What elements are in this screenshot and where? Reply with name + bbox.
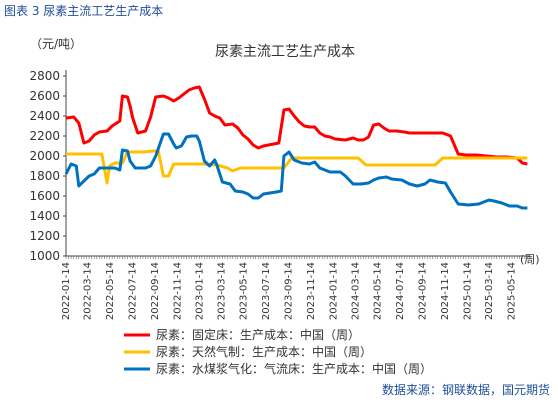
y-tick-label: 2000 (29, 149, 60, 163)
x-tick-label: 2024-01-14 (328, 262, 339, 320)
y-axis-label: （元/吨） (30, 37, 82, 51)
legend-label-3: 尿素：水煤浆气化：气流床：生产成本：中国（周） (156, 361, 432, 376)
series-line-3 (64, 132, 528, 210)
figure-caption: 图表 3 尿素主流工艺生产成本 (4, 4, 164, 18)
x-tick-label: 2022-07-14 (127, 262, 138, 320)
x-axis-unit-label: (周) (520, 253, 540, 266)
x-tick-label: 2024-03-14 (350, 262, 361, 320)
x-tick-label: 2022-05-14 (105, 262, 116, 320)
x-tick-label: 2025-03-14 (484, 262, 495, 320)
series-line-1 (65, 85, 528, 166)
x-tick-label: 2023-05-14 (239, 262, 250, 320)
x-tick-label: 2022-09-14 (150, 262, 161, 320)
y-tick-label: 2400 (29, 109, 60, 123)
x-tick-label: 2023-01-14 (195, 262, 206, 320)
x-tick-label: 2025-01-14 (462, 262, 473, 320)
x-tick-label: 2024-07-14 (395, 262, 406, 320)
x-tick-label: 2024-11-14 (440, 262, 451, 320)
x-tick-label: 2022-01-14 (61, 262, 72, 320)
source-note: 数据来源：钢联数据，国元期货 (381, 383, 550, 397)
x-tick-label: 2023-03-14 (216, 262, 227, 320)
legend-label-1: 尿素：固定床：生产成本：中国（周） (156, 327, 360, 342)
series-line-2 (66, 149, 528, 185)
x-tick-label: 2023-09-14 (284, 262, 295, 320)
y-tick-label: 1200 (29, 229, 60, 243)
x-tick-label: 2023-07-14 (261, 262, 272, 320)
x-tick-label: 2024-05-14 (373, 262, 384, 320)
y-tick-label: 1400 (29, 209, 60, 223)
x-tick-label: 2022-11-14 (172, 262, 183, 320)
chart-title: 尿素主流工艺生产成本 (215, 44, 355, 60)
legend-label-2: 尿素：天然气制：生产成本：中国（周） (156, 344, 372, 359)
y-tick-label: 1600 (29, 189, 60, 203)
y-tick-label: 2800 (29, 69, 60, 83)
y-tick-label: 1000 (29, 249, 60, 263)
x-tick-label: 2025-05-14 (506, 262, 517, 320)
y-tick-label: 1800 (29, 169, 60, 183)
x-tick-label: 2024-09-14 (418, 262, 429, 320)
x-tick-label: 2023-11-14 (306, 262, 317, 320)
y-tick-label: 2600 (29, 89, 60, 103)
x-tick-label: 2022-03-14 (83, 262, 94, 320)
y-tick-label: 2200 (29, 129, 60, 143)
